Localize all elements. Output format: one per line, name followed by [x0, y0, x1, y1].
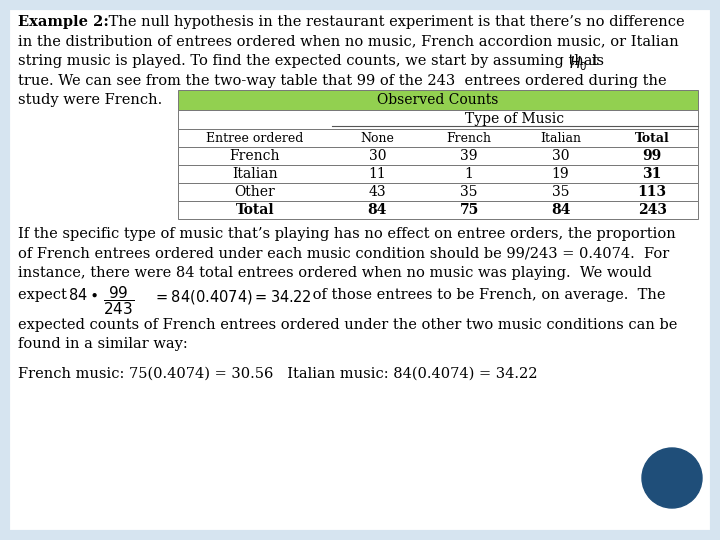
Text: 1: 1 — [464, 167, 474, 181]
Text: 31: 31 — [642, 167, 662, 181]
Text: 30: 30 — [552, 149, 570, 163]
FancyBboxPatch shape — [178, 201, 698, 219]
Text: 11: 11 — [369, 167, 387, 181]
Text: French: French — [446, 132, 492, 145]
Text: French: French — [230, 149, 280, 163]
Text: study were French.: study were French. — [18, 93, 162, 107]
Text: Example 2:: Example 2: — [18, 15, 109, 29]
Text: If the specific type of music that’s playing has no effect on entree orders, the: If the specific type of music that’s pla… — [18, 227, 676, 241]
Text: 19: 19 — [552, 167, 570, 181]
Text: 84: 84 — [368, 203, 387, 217]
Text: Type of Music: Type of Music — [465, 112, 564, 126]
Text: 113: 113 — [638, 185, 667, 199]
Text: of French entrees ordered under each music condition should be 99/243 = 0.4074. : of French entrees ordered under each mus… — [18, 246, 670, 260]
FancyBboxPatch shape — [178, 110, 698, 129]
Text: $\dfrac{99}{243}$: $\dfrac{99}{243}$ — [103, 285, 134, 318]
Text: French music: 75(0.4074) = 30.56   Italian music: 84(0.4074) = 34.22: French music: 75(0.4074) = 30.56 Italian… — [18, 367, 538, 381]
Text: 30: 30 — [369, 149, 386, 163]
FancyBboxPatch shape — [178, 147, 698, 165]
Text: Italian: Italian — [232, 167, 278, 181]
Text: 35: 35 — [552, 185, 570, 199]
FancyBboxPatch shape — [178, 183, 698, 201]
Text: instance, there were 84 total entrees ordered when no music was playing.  We wou: instance, there were 84 total entrees or… — [18, 266, 652, 280]
Text: $= 84(0.4074) = 34.22$: $= 84(0.4074) = 34.22$ — [153, 287, 312, 306]
FancyBboxPatch shape — [8, 8, 712, 532]
Circle shape — [642, 448, 702, 508]
Text: expected counts of French entrees ordered under the other two music conditions c: expected counts of French entrees ordere… — [18, 318, 678, 332]
Text: Observed Counts: Observed Counts — [377, 93, 499, 107]
Text: Italian: Italian — [540, 132, 581, 145]
Text: 99: 99 — [642, 149, 662, 163]
Text: 84: 84 — [551, 203, 570, 217]
Text: The null hypothesis in the restaurant experiment is that there’s no difference: The null hypothesis in the restaurant ex… — [104, 15, 685, 29]
Text: found in a similar way:: found in a similar way: — [18, 337, 188, 351]
Text: 243: 243 — [638, 203, 667, 217]
Text: string music is played. To find the expected counts, we start by assuming that: string music is played. To find the expe… — [18, 54, 603, 68]
Text: Other: Other — [235, 185, 275, 199]
Text: 35: 35 — [460, 185, 478, 199]
Text: 43: 43 — [369, 185, 386, 199]
Text: Total: Total — [235, 203, 274, 217]
Text: is: is — [587, 54, 604, 68]
FancyBboxPatch shape — [178, 90, 698, 110]
Text: expect: expect — [18, 287, 71, 301]
Text: of those entrees to be French, on average.  The: of those entrees to be French, on averag… — [308, 287, 665, 301]
Text: true. We can see from the two-way table that 99 of the 243  entrees ordered duri: true. We can see from the two-way table … — [18, 73, 667, 87]
Text: $H_0$: $H_0$ — [569, 54, 588, 73]
Text: in the distribution of entrees ordered when no music, French accordion music, or: in the distribution of entrees ordered w… — [18, 35, 679, 49]
Text: 75: 75 — [459, 203, 479, 217]
Text: $84\bullet$: $84\bullet$ — [68, 287, 98, 303]
FancyBboxPatch shape — [178, 129, 698, 147]
FancyBboxPatch shape — [178, 165, 698, 183]
Text: 39: 39 — [460, 149, 478, 163]
Text: None: None — [361, 132, 395, 145]
Text: Entree ordered: Entree ordered — [206, 132, 304, 145]
Text: Total: Total — [635, 132, 670, 145]
